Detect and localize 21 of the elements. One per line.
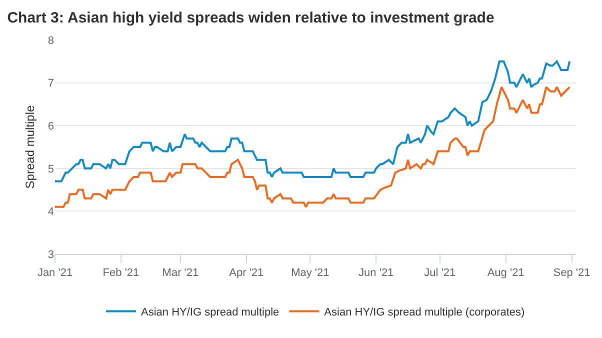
- y-tick-label: 8: [48, 34, 54, 47]
- y-tick-label: 4: [48, 206, 54, 218]
- chart-title: Chart 3: Asian high yield spreads widen relative to investment grade: [7, 9, 494, 26]
- y-tick-label: 7: [48, 78, 54, 90]
- y-axis-title: Spread multiple: [23, 104, 38, 189]
- x-tick-label: Jun '21: [358, 267, 394, 280]
- line-series: [55, 86, 571, 208]
- x-tick-label: May '21: [291, 267, 330, 280]
- x-tick-label: Apr '21: [229, 267, 264, 280]
- x-tick-label: Sep '21: [553, 267, 590, 280]
- x-tick-label: Jul '21: [424, 267, 456, 280]
- y-tick-label: 6: [48, 120, 54, 132]
- line-series: [55, 60, 571, 182]
- y-tick-label: 5: [48, 163, 54, 176]
- legend-label: Asian HY/IG spread multiple (corporates): [324, 306, 525, 319]
- x-tick-label: Mar '21: [162, 267, 199, 280]
- y-tick-label: 3: [48, 248, 54, 261]
- x-tick-label: Aug '21: [487, 267, 524, 280]
- x-tick-label: Feb '21: [102, 267, 140, 280]
- x-tick-label: Jan '21: [37, 267, 73, 280]
- legend-label: Asian HY/IG spread multiple: [141, 306, 280, 319]
